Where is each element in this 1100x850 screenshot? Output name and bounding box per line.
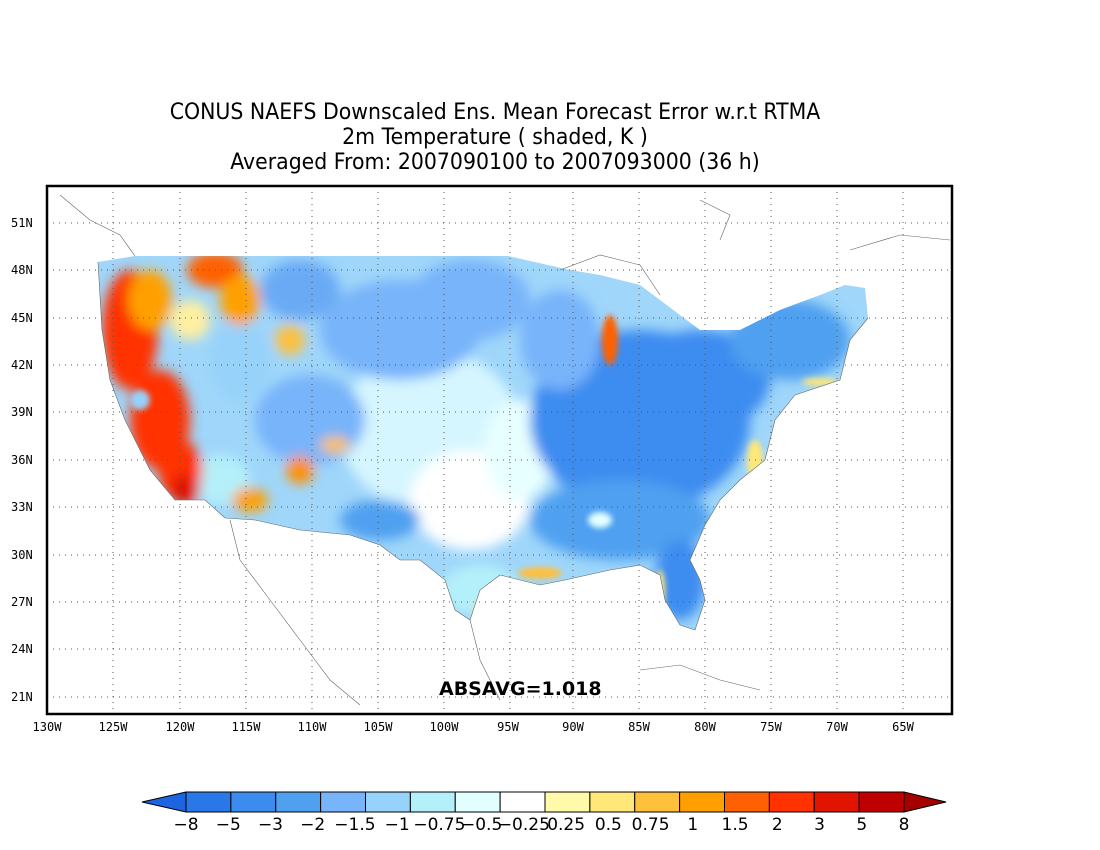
colorbar-swatch <box>275 791 322 813</box>
x-tick-label: 85W <box>628 720 650 734</box>
y-tick-label: 45N <box>11 311 33 325</box>
colorbar-arrow-low <box>141 791 187 813</box>
colorbar-label: −0.5 <box>461 815 502 835</box>
y-tick-label: 42N <box>11 358 33 372</box>
colorbar-swatch <box>320 791 366 813</box>
absavg-annotation: ABSAVG=1.018 <box>439 678 602 700</box>
y-axis: 51N 48N 45N 42N 39N 36N 33N 30N 27N 24N … <box>11 216 33 704</box>
colorbar-swatch <box>813 791 860 813</box>
y-tick-label: 39N <box>11 405 33 419</box>
colorbar-swatch <box>679 791 725 813</box>
colorbar-label: −0.25 <box>498 815 550 835</box>
colorbar-label: 1.5 <box>722 815 749 835</box>
colorbar-swatch <box>365 791 411 813</box>
colorbar-swatch <box>589 791 636 813</box>
x-tick-label: 65W <box>892 720 914 734</box>
colorbar-swatch <box>724 791 770 813</box>
map-title: CONUS NAEFS Downscaled Ens. Mean Forecas… <box>35 100 956 175</box>
graticule <box>47 186 952 714</box>
x-tick-label: 90W <box>562 720 584 734</box>
colorbar-label: −3 <box>258 815 283 835</box>
y-tick-label: 33N <box>11 500 33 514</box>
colorbar-label: 8 <box>899 815 910 835</box>
colorbar-swatch <box>499 791 546 813</box>
colorbar-swatch <box>768 791 815 813</box>
x-tick-label: 80W <box>694 720 716 734</box>
x-tick-label: 95W <box>497 720 519 734</box>
colorbar-swatch <box>858 791 905 813</box>
colorbar-label: −5 <box>216 815 241 835</box>
y-tick-label: 48N <box>11 263 33 277</box>
x-tick-label: 120W <box>166 720 196 734</box>
colorbar-label: 0.5 <box>595 815 622 835</box>
colorbar: −8 −5 −3 −2 −1.5 −1 −0.75−0.5−0.250.25 0.5 0.75 1… <box>141 791 947 835</box>
colorbar-swatch <box>409 791 456 813</box>
x-tick-label: 70W <box>826 720 848 734</box>
y-tick-label: 27N <box>11 595 33 609</box>
y-tick-label: 21N <box>11 690 33 704</box>
colorbar-label: −1.5 <box>334 815 375 835</box>
y-tick-label: 24N <box>11 642 33 656</box>
colorbar-label: −8 <box>173 815 198 835</box>
colorbar-label: −1 <box>385 815 410 835</box>
colorbar-swatch <box>634 791 681 813</box>
colorbar-label: 0.25 <box>547 815 585 835</box>
colorbar-label: 3 <box>814 815 825 835</box>
title-line-3: Averaged From: 2007090100 to 2007093000 … <box>230 150 760 175</box>
colorbar-label: 0.75 <box>632 815 670 835</box>
colorbar-label: 5 <box>856 815 867 835</box>
x-tick-label: 115W <box>232 720 262 734</box>
colorbar-swatch <box>544 791 591 813</box>
x-tick-label: 105W <box>364 720 394 734</box>
y-tick-label: 36N <box>11 453 33 467</box>
title-line-2: 2m Temperature ( shaded, K ) <box>342 125 648 150</box>
title-line-1: CONUS NAEFS Downscaled Ens. Mean Forecas… <box>169 100 821 125</box>
colorbar-label: 2 <box>772 815 783 835</box>
y-tick-label: 51N <box>11 216 33 230</box>
x-axis: 130W 125W 120W 115W 110W 105W 100W 95W 9… <box>33 720 915 734</box>
x-tick-label: 100W <box>430 720 460 734</box>
colorbar-arrow-high <box>903 791 947 813</box>
colorbar-swatch <box>185 791 232 813</box>
x-tick-label: 130W <box>33 720 63 734</box>
x-tick-label: 75W <box>760 720 782 734</box>
colorbar-swatch <box>230 791 277 813</box>
colorbar-label: −2 <box>300 815 325 835</box>
y-tick-label: 30N <box>11 548 33 562</box>
x-tick-label: 110W <box>298 720 328 734</box>
colorbar-label: −0.75 <box>413 815 465 835</box>
x-tick-label: 125W <box>99 720 129 734</box>
colorbar-label: 1 <box>687 815 698 835</box>
colorbar-swatch <box>454 791 501 813</box>
plot-frame <box>45 184 954 716</box>
